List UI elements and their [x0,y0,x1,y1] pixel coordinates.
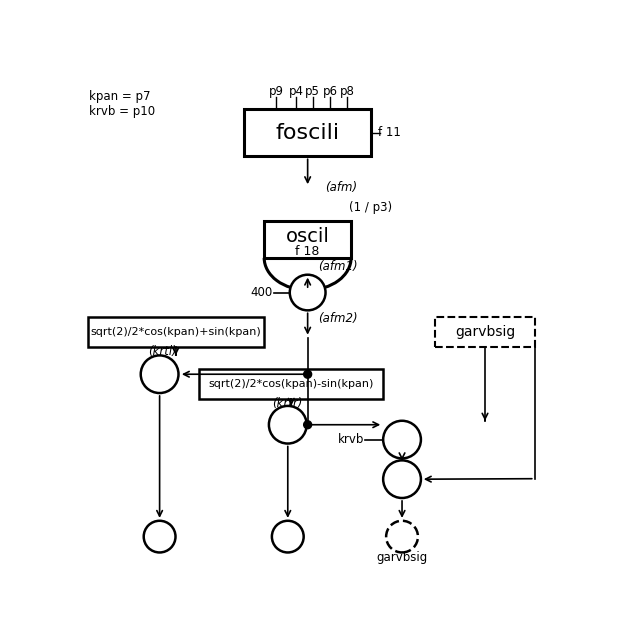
FancyBboxPatch shape [435,317,535,347]
Circle shape [386,521,418,552]
Text: ×: × [299,283,316,302]
Text: ×: × [151,365,168,384]
Text: +: + [394,469,410,489]
Circle shape [304,370,312,378]
Text: (1 / p3): (1 / p3) [349,201,392,214]
Text: p4: p4 [288,84,304,98]
Text: (afm2): (afm2) [319,312,358,325]
Text: (krtr): (krtr) [272,397,303,410]
Text: garvbsig: garvbsig [376,551,428,564]
FancyBboxPatch shape [264,221,351,258]
Text: sqrt(2)/2*cos(kpan)+sin(kpan): sqrt(2)/2*cos(kpan)+sin(kpan) [90,327,261,337]
Text: p6: p6 [322,84,338,98]
Text: ×: × [279,415,296,434]
Text: p8: p8 [340,84,354,98]
Circle shape [290,275,326,311]
Circle shape [144,521,176,552]
Circle shape [304,421,312,429]
Text: p5: p5 [305,84,320,98]
Text: f 18: f 18 [296,245,320,258]
Text: (krtl): (krtl) [147,345,176,358]
Text: sqrt(2)/2*cos(kpan)-sin(kpan): sqrt(2)/2*cos(kpan)-sin(kpan) [208,379,374,389]
Circle shape [383,421,421,458]
Text: (afm1): (afm1) [319,260,358,273]
Circle shape [272,521,304,552]
FancyBboxPatch shape [88,317,264,347]
Text: oscil: oscil [286,227,329,246]
Text: ×: × [394,430,410,449]
Text: krvb: krvb [338,433,364,446]
Text: p9: p9 [269,84,284,98]
Text: f 11: f 11 [378,126,401,139]
Text: kpan = p7
krvb = p10: kpan = p7 krvb = p10 [89,89,155,118]
FancyBboxPatch shape [244,109,370,156]
FancyBboxPatch shape [199,369,383,399]
Text: 400: 400 [251,285,273,298]
Circle shape [269,406,306,444]
Text: garvbsig: garvbsig [455,325,515,339]
Circle shape [383,460,421,498]
Text: (afm): (afm) [326,181,358,194]
Circle shape [141,356,178,393]
Text: foscili: foscili [276,123,340,143]
